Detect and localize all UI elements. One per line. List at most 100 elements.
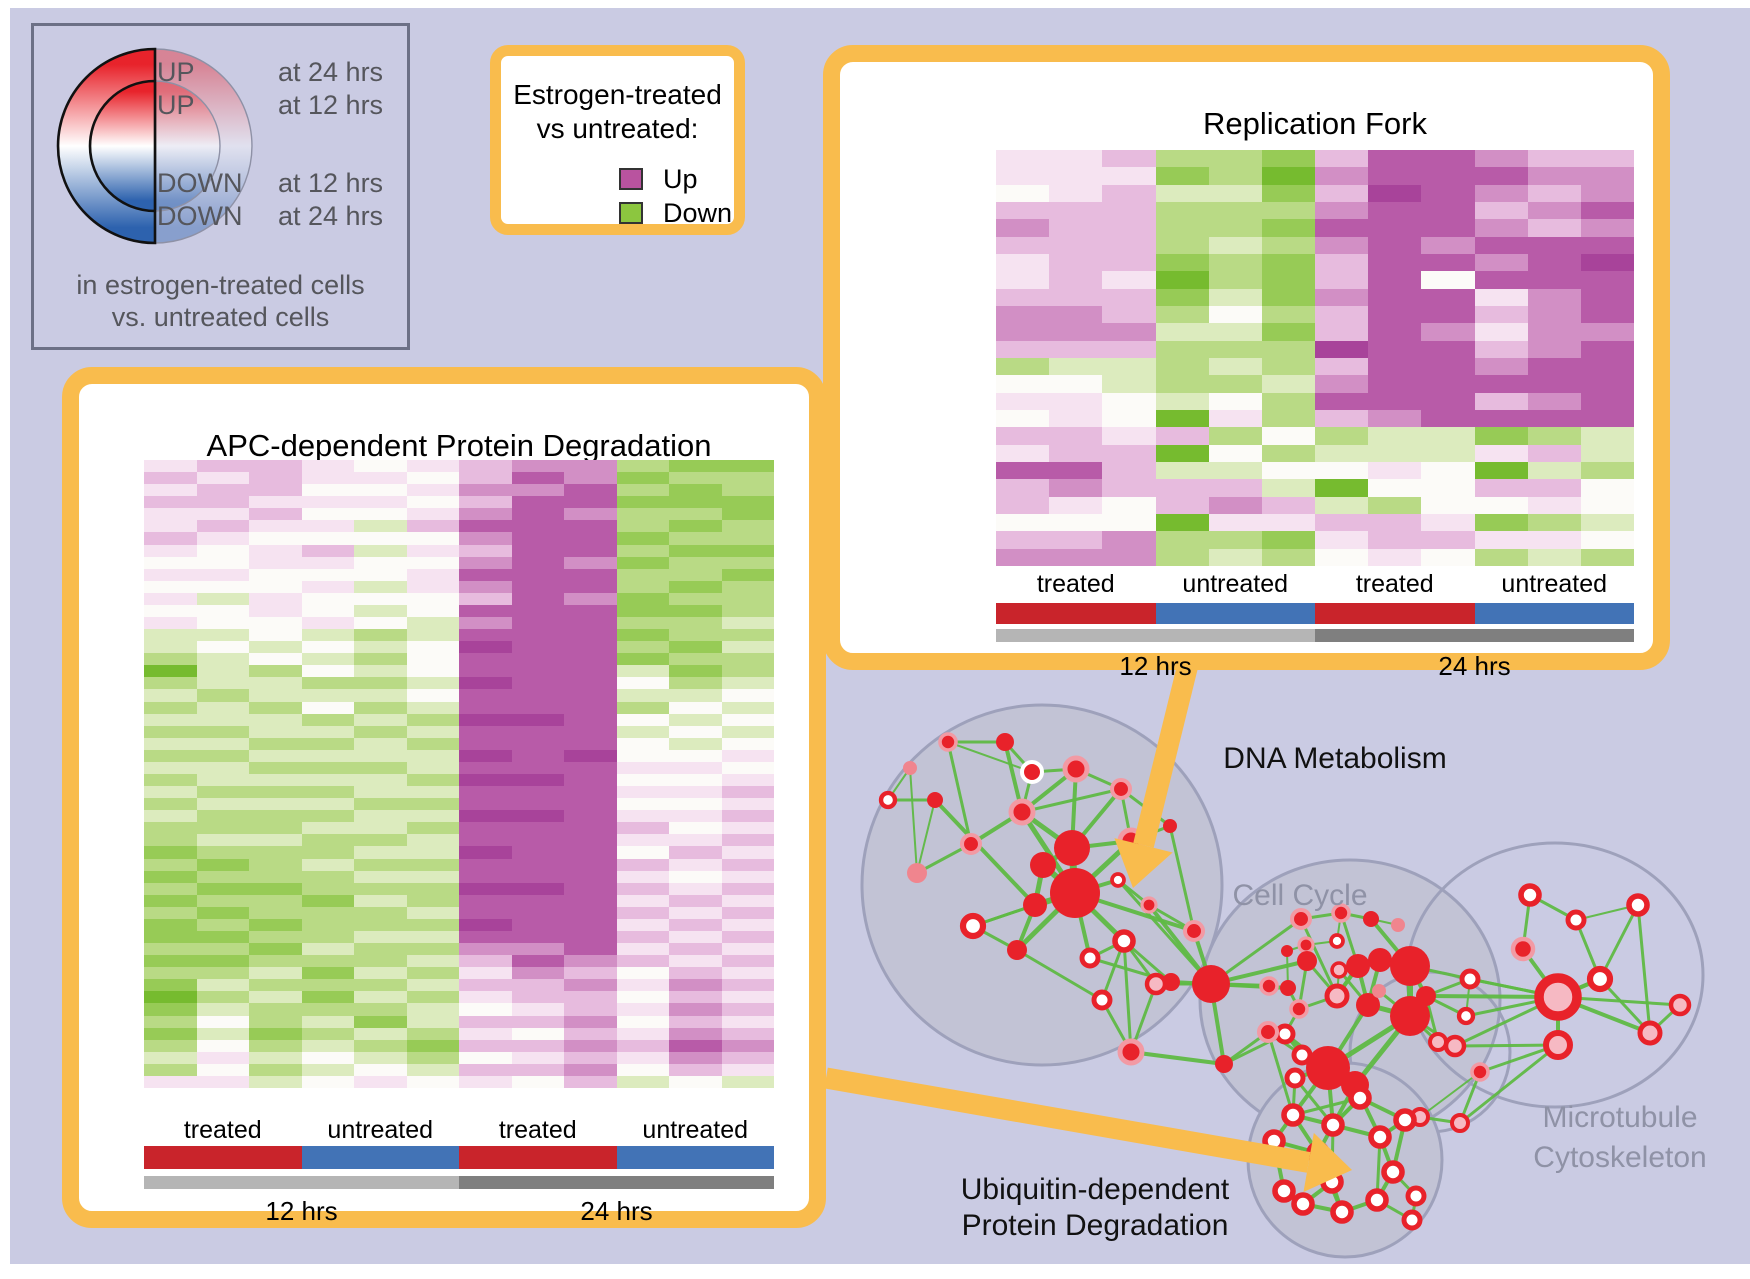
heatmap-cell [301,713,354,726]
heatmap-cell [511,701,564,714]
heatmap-cell [669,641,722,654]
heatmap-cell [196,532,249,545]
apc-time-label-12hrs: 12 hrs [265,1196,338,1226]
heatmap-cell [406,786,459,799]
heatmap-cell [144,460,197,473]
heatmap-cell [616,508,669,521]
heatmap-cell [196,725,249,738]
heatmap-cell [144,991,197,1004]
heatmap-cell [1421,479,1475,497]
heatmap-cell [249,617,302,630]
heatmap-cell [1102,392,1156,410]
heatmap-cell [669,604,722,617]
heatmap-cell [1527,254,1581,272]
network-node-rw [1586,965,1614,993]
heatmap-cell [1368,288,1422,306]
heatmap-cell [301,1039,354,1052]
network-node-rw [1274,1023,1296,1045]
heatmap-cell [406,918,459,931]
heatmap-cell [616,713,669,726]
heatmap-cell [511,774,564,787]
network-edge [1419,1071,1481,1118]
heatmap-cell [354,520,407,533]
replication-fork-heatmap [996,150,1634,566]
heatmap-cell [196,991,249,1004]
network-edge [1266,1030,1295,1117]
heatmap-cell [196,894,249,907]
heatmap-cell [301,1063,354,1076]
heatmap-cell [144,761,197,774]
heatmap-cell [249,1075,302,1088]
heatmap-cell [459,749,512,762]
heatmap-cell [196,556,249,569]
heatmap-cell [669,677,722,690]
heatmap-cell [1580,167,1634,185]
apc-group-label-treated-24: treated [498,1116,577,1144]
heatmap-cell [1155,167,1209,185]
heatmap-cell [249,1027,302,1040]
arrow-head-1 [1303,1132,1352,1192]
cluster-label-cytoskeleton: Cytoskeleton [1533,1141,1707,1174]
heatmap-cell [354,653,407,666]
heatmap-cell [1421,288,1475,306]
heatmap-cell [511,629,564,642]
heatmap-cell [196,882,249,895]
heatmap-cell [1208,531,1262,549]
heatmap-cell [354,931,407,944]
heatmap-cell [616,931,669,944]
heatmap-cell [1155,150,1209,168]
heatmap-cell [669,1003,722,1016]
heatmap-cell [996,254,1050,272]
network-node-rw [1348,1086,1372,1110]
network-node-solid [927,792,943,808]
network-node-solid [1163,819,1177,833]
heatmap-cell [511,617,564,630]
heatmap-cell [249,870,302,883]
heatmap-cell [406,484,459,497]
network-node-rw [1368,1125,1392,1149]
heatmap-cell [1474,444,1528,462]
heatmap-cell [459,1003,512,1016]
heatmap-cell [1208,323,1262,341]
legend-up-12-dir: UP [157,90,195,120]
heatmap-cell [354,629,407,642]
heatmap-cell [1261,340,1315,358]
network-node-halo [1182,919,1206,943]
heatmap-cell [669,846,722,859]
network-node-rw [1393,1108,1417,1132]
heatmap-cell [616,810,669,823]
heatmap-cell [669,484,722,497]
heatmap-cell [511,725,564,738]
heatmap-cell [1102,271,1156,289]
heatmap-cell [511,677,564,690]
heatmap-cell [669,943,722,956]
heatmap-cell [1580,288,1634,306]
heatmap-cell [1261,375,1315,393]
heatmap-cell [511,822,564,835]
heatmap-cell [354,834,407,847]
heatmap-cell [249,774,302,787]
heatmap-cell [196,641,249,654]
heatmap-cell [354,918,407,931]
heatmap-cell [721,653,774,666]
rf-group-label-untreated-24: untreated [1501,570,1608,598]
heatmap-cell [669,520,722,533]
network-edge [1129,1050,1226,1066]
heatmap-cell [301,834,354,847]
rf-group-label-treated-24: treated [1355,570,1434,598]
down-label: Down [663,198,733,228]
heatmap-cell [1155,219,1209,237]
heatmap-cell [564,1075,617,1088]
heatmap-cell [511,1039,564,1052]
heatmap-cell [1474,219,1528,237]
network-node-halo [1008,798,1036,826]
heatmap-cell [669,665,722,678]
heatmap-cell [459,701,512,714]
heatmap-cell [354,882,407,895]
heatmap-cell [564,520,617,533]
heatmap-cell [616,1075,669,1088]
heatmap-cell [459,822,512,835]
heatmap-cell [1580,340,1634,358]
heatmap-cell [1368,531,1422,549]
network-node-rp [1144,972,1168,996]
